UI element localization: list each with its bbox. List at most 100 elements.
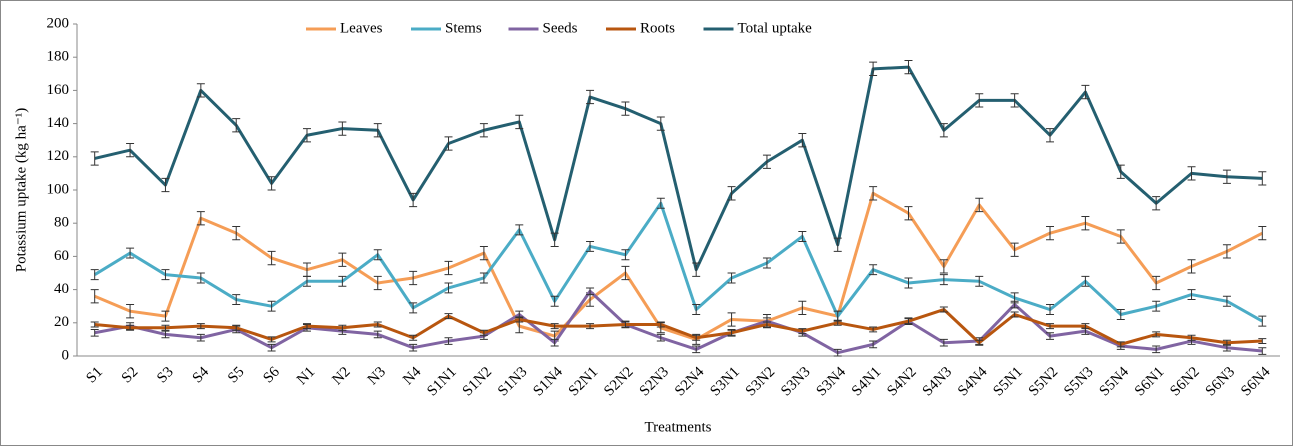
error-bar (692, 334, 701, 341)
error-bar (90, 289, 99, 304)
error-bar (232, 294, 241, 306)
error-bar (161, 324, 170, 331)
error-bar (869, 186, 878, 201)
error-bar (939, 338, 948, 347)
error-bar (267, 250, 276, 266)
error-bar (869, 340, 878, 349)
y-tick-label: 100 (47, 181, 70, 197)
error-bar (90, 321, 99, 328)
error-bar (1010, 242, 1019, 257)
y-tick-label: 120 (47, 148, 70, 164)
error-bar (409, 343, 418, 352)
error-bar (444, 282, 453, 294)
error-bar (1187, 166, 1196, 181)
error-bar (904, 206, 913, 221)
error-bar (1222, 295, 1231, 307)
error-bar (267, 343, 276, 352)
error-bar (1116, 164, 1125, 179)
y-tick-label: 0 (62, 347, 70, 363)
error-bar (656, 333, 665, 342)
error-bar (338, 252, 347, 267)
error-bar (798, 300, 807, 315)
error-bar (550, 295, 559, 307)
error-bar (302, 323, 311, 330)
error-bar (196, 333, 205, 342)
error-bar (515, 316, 524, 323)
error-bar (90, 151, 99, 166)
error-bar (621, 321, 630, 328)
error-bar (727, 329, 736, 336)
error-bar (338, 121, 347, 136)
error-bar (267, 176, 276, 191)
legend-label: Stems (445, 20, 482, 36)
error-bar (479, 245, 488, 261)
error-bar (479, 123, 488, 138)
error-bar (1152, 275, 1161, 291)
error-bar (621, 101, 630, 116)
error-bar (444, 337, 453, 345)
error-bar (373, 275, 382, 291)
error-bar (126, 304, 135, 319)
error-bar (727, 312, 736, 327)
series-line (94, 308, 1263, 346)
error-bar (656, 116, 665, 131)
error-bar (762, 321, 771, 328)
y-tick-label: 180 (47, 49, 70, 65)
error-bar (1116, 309, 1125, 320)
error-bar (762, 154, 771, 169)
error-bar (126, 247, 135, 259)
error-bar (869, 326, 878, 333)
error-bar (479, 272, 488, 284)
error-bar (479, 329, 488, 336)
error-bar (975, 275, 984, 287)
error-bar (90, 269, 99, 281)
legend-label: Total uptake (738, 20, 813, 36)
error-bar (975, 339, 984, 346)
error-bar (586, 89, 595, 105)
error-bar (1046, 332, 1055, 340)
error-bar (550, 323, 559, 330)
error-bar (409, 302, 418, 314)
error-bar (161, 269, 170, 281)
error-bar (196, 83, 205, 98)
error-bar (904, 60, 913, 75)
series-line (94, 65, 1263, 272)
error-bar (409, 192, 418, 208)
error-bar (90, 328, 99, 337)
error-bar (727, 272, 736, 284)
y-tick-label: 160 (47, 82, 70, 98)
y-axis-title: Potassium uptake (kg ha⁻¹) (13, 108, 29, 272)
error-bar (409, 270, 418, 286)
error-bar (656, 321, 665, 328)
error-bar (161, 177, 170, 193)
error-bar (196, 211, 205, 226)
error-bar (232, 324, 241, 331)
error-bar (1222, 244, 1231, 259)
error-bar (656, 197, 665, 209)
error-bar (1152, 331, 1161, 338)
y-tick-label: 40 (54, 281, 69, 297)
error-bar (798, 328, 807, 335)
error-bar (373, 249, 382, 261)
error-bar (1046, 226, 1055, 241)
error-bar (267, 300, 276, 312)
error-bar (939, 259, 948, 274)
error-bar (126, 324, 135, 331)
error-bar (373, 123, 382, 138)
error-bar (692, 304, 701, 315)
error-bar (1010, 93, 1019, 108)
error-bar (161, 330, 170, 339)
legend-label: Leaves (340, 20, 383, 36)
error-bar (1222, 169, 1231, 184)
series-line (94, 191, 1263, 341)
error-bar (1152, 196, 1161, 211)
error-bar (939, 274, 948, 286)
error-bar (373, 321, 382, 328)
error-bar (1187, 289, 1196, 301)
y-tick-label: 200 (47, 15, 70, 31)
error-bar (373, 330, 382, 339)
error-bar (1258, 338, 1267, 345)
error-bar (904, 318, 913, 325)
error-bar (762, 257, 771, 269)
